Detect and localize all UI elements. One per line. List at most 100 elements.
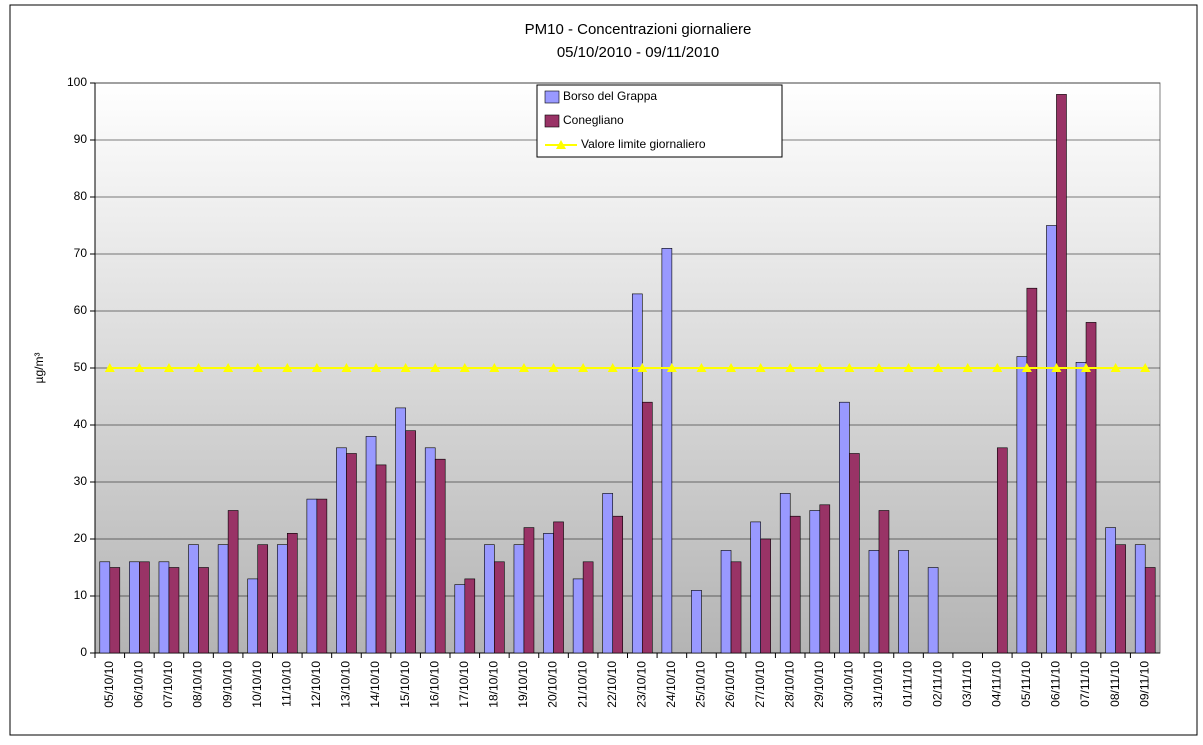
y-tick-label: 100	[67, 75, 87, 89]
bar	[1115, 544, 1126, 654]
bar	[602, 493, 614, 654]
x-tick-label: 07/10/10	[161, 661, 175, 708]
bar	[760, 538, 771, 654]
chart-subtitle: 05/10/2010 - 09/11/2010	[557, 44, 719, 61]
x-tick-label: 04/11/10	[989, 661, 1003, 707]
bar	[1085, 322, 1097, 654]
x-tick-label: 08/10/10	[191, 661, 205, 708]
bar	[523, 527, 535, 654]
limit-marker	[903, 363, 914, 372]
legend-label: Valore limite giornaliero	[581, 137, 706, 151]
limit-marker	[341, 363, 352, 372]
x-tick-label: 12/10/10	[309, 661, 323, 708]
x-tick-label: 07/11/10	[1078, 661, 1092, 707]
bar	[513, 544, 525, 654]
bar	[276, 544, 288, 654]
x-tick-label: 05/10/10	[102, 661, 116, 708]
x-tick-label: 27/10/10	[753, 661, 767, 708]
x-tick-label: 21/10/10	[575, 661, 589, 708]
bar	[257, 544, 269, 654]
bar	[1144, 567, 1156, 654]
x-tick-label: 02/11/10	[930, 661, 944, 707]
bar	[336, 447, 347, 654]
limit-marker	[1110, 363, 1121, 372]
legend-label: Conegliano	[563, 113, 624, 127]
bar	[484, 544, 495, 654]
y-tick-label: 30	[74, 474, 88, 488]
x-tick-label: 31/10/10	[871, 661, 885, 708]
bar	[464, 578, 476, 654]
bar	[661, 248, 673, 654]
bar	[158, 561, 170, 654]
bar	[99, 561, 111, 654]
x-tick-label: 03/11/10	[960, 661, 974, 707]
bar	[1016, 356, 1028, 654]
limit-marker	[223, 363, 234, 372]
x-tick-label: 24/10/10	[664, 661, 678, 708]
bar	[720, 550, 732, 654]
limit-marker	[163, 363, 174, 372]
limit-marker	[1140, 363, 1151, 372]
limit-marker	[311, 363, 322, 372]
legend-swatch	[544, 114, 560, 128]
legend-box	[536, 84, 783, 158]
x-tick-label: 23/10/10	[634, 661, 648, 708]
bar	[365, 436, 377, 654]
limit-marker	[400, 363, 411, 372]
y-tick-label: 10	[74, 588, 88, 602]
bar	[286, 532, 298, 654]
limit-marker	[578, 363, 589, 372]
x-tick-label: 10/10/10	[250, 661, 264, 708]
x-tick-label: 19/10/10	[516, 661, 530, 708]
limit-marker	[1081, 363, 1092, 372]
limit-marker	[134, 363, 145, 372]
legend-swatch	[544, 90, 560, 104]
bar	[779, 493, 791, 654]
bar	[424, 447, 436, 654]
bar	[996, 447, 1008, 654]
bar	[395, 407, 406, 654]
bar	[631, 293, 643, 654]
limit-marker	[252, 363, 263, 372]
limit-marker	[459, 363, 470, 372]
bar	[316, 498, 328, 654]
bar	[1105, 527, 1116, 654]
y-tick-label: 90	[74, 132, 88, 146]
bar	[849, 453, 860, 654]
limit-marker	[962, 363, 973, 372]
bar	[868, 550, 880, 654]
bar	[139, 561, 150, 654]
bar	[789, 515, 801, 654]
bar	[217, 544, 229, 654]
limit-marker	[666, 363, 677, 372]
bar	[168, 567, 180, 654]
limit-marker	[193, 363, 204, 372]
limit-marker	[844, 363, 855, 372]
bar	[1046, 225, 1057, 654]
bar	[375, 464, 387, 654]
x-tick-label: 28/10/10	[782, 661, 796, 708]
bar	[898, 550, 909, 654]
x-tick-label: 20/10/10	[546, 661, 560, 708]
x-tick-label: 06/11/10	[1049, 661, 1063, 707]
x-tick-label: 01/11/10	[901, 661, 915, 707]
x-tick-label: 09/11/10	[1137, 661, 1151, 707]
bar	[247, 578, 259, 654]
x-tick-label: 09/10/10	[220, 661, 234, 708]
x-tick-label: 25/10/10	[694, 661, 708, 708]
y-tick-label: 80	[74, 189, 88, 203]
bar	[553, 521, 564, 654]
bar	[227, 510, 239, 654]
x-tick-label: 08/11/10	[1108, 661, 1122, 707]
limit-marker	[873, 363, 884, 372]
x-tick-label: 29/10/10	[812, 661, 826, 708]
x-tick-label: 22/10/10	[605, 661, 619, 708]
limit-marker	[518, 363, 529, 372]
limit-marker	[933, 363, 944, 372]
bar	[129, 561, 140, 654]
limit-marker	[726, 363, 737, 372]
x-tick-label: 18/10/10	[487, 661, 501, 708]
bar	[1134, 544, 1146, 654]
bar	[405, 430, 416, 654]
bar	[494, 561, 505, 654]
